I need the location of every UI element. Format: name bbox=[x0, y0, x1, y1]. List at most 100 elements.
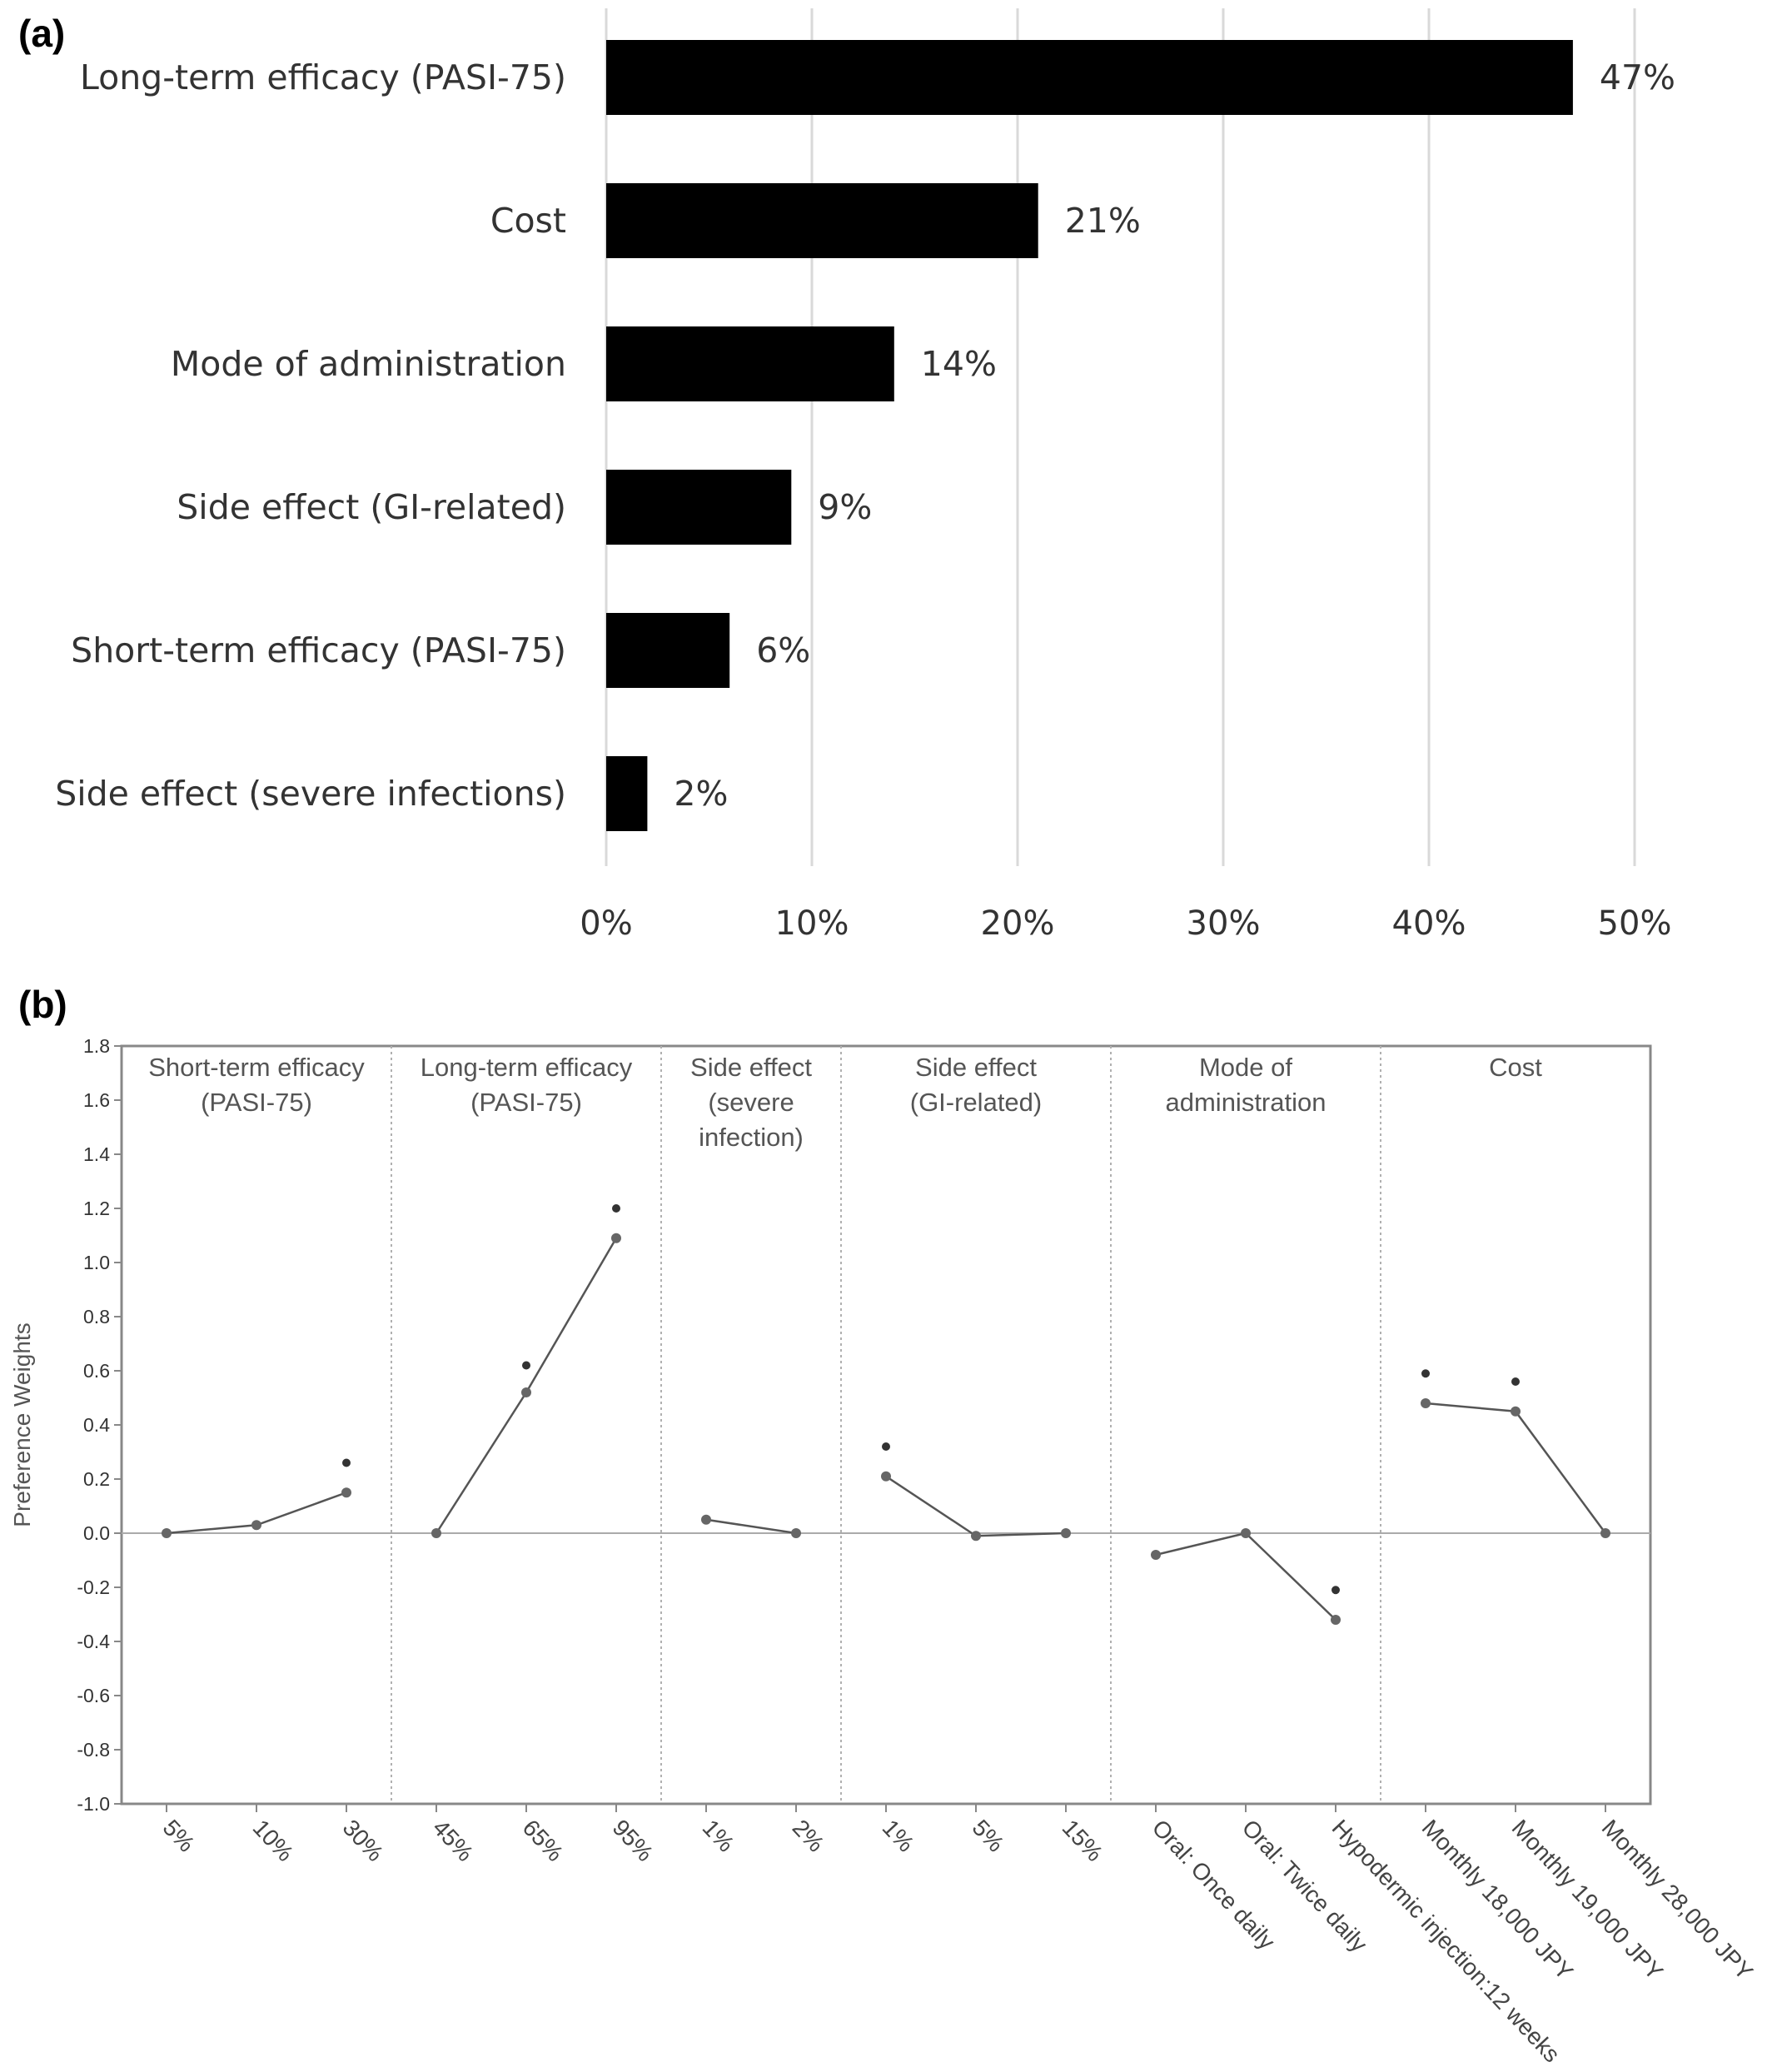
x-tick-label-b: 5% bbox=[158, 1815, 200, 1857]
data-point-b bbox=[162, 1528, 172, 1538]
series-line-b bbox=[1155, 1532, 1336, 1621]
attribute-title-b: Side effect bbox=[690, 1053, 812, 1082]
data-point-b bbox=[971, 1531, 981, 1542]
data-point-b bbox=[1331, 1615, 1341, 1625]
attribute-title-b: infection) bbox=[699, 1123, 804, 1152]
data-label-a: 2% bbox=[674, 774, 728, 814]
significance-marker-b bbox=[612, 1204, 620, 1213]
x-tick-label-b: Monthly 28,000 JPY bbox=[1597, 1815, 1759, 1985]
y-tick-label-b: 1.4 bbox=[83, 1143, 110, 1165]
attribute-title-b: Side effect bbox=[915, 1053, 1037, 1082]
bar-a bbox=[606, 326, 894, 401]
series-line-b bbox=[705, 1518, 797, 1535]
attribute-title-b: (PASI-75) bbox=[201, 1088, 312, 1117]
bar-chart-a: 0% 10% 20% 30% 40% 50% Long-term efficacy (PAS… bbox=[55, 8, 1675, 943]
y-tick-label-b: 1.2 bbox=[83, 1198, 110, 1219]
y-tick-label-b: 0.6 bbox=[83, 1360, 110, 1382]
panel-label-a: (a) bbox=[18, 12, 65, 55]
x-tick-label-a: 50% bbox=[1598, 904, 1672, 943]
bar-a bbox=[606, 183, 1038, 258]
series-line-b bbox=[435, 1238, 618, 1534]
x-tick-label-b: Monthly 18,000 JPY bbox=[1417, 1815, 1579, 1985]
x-tick-label-b: 95% bbox=[608, 1815, 659, 1866]
category-label-a: Mode of administration bbox=[171, 344, 566, 384]
y-tick-label-b: 1.0 bbox=[83, 1252, 110, 1273]
x-tick-label-a: 20% bbox=[981, 904, 1055, 943]
data-point-b bbox=[1151, 1550, 1161, 1560]
attribute-title-b: (severe bbox=[708, 1088, 794, 1117]
data-point-b bbox=[521, 1387, 531, 1397]
attribute-title-b: Short-term efficacy bbox=[148, 1053, 365, 1082]
x-tick-label-a: 30% bbox=[1187, 904, 1261, 943]
category-label-a: Side effect (GI-related) bbox=[177, 487, 566, 527]
category-label-a: Side effect (severe infections) bbox=[55, 774, 566, 814]
y-tick-label-b: 0.8 bbox=[83, 1306, 110, 1327]
bar-a bbox=[606, 613, 730, 688]
y-tick-label-b: 0.4 bbox=[83, 1414, 110, 1436]
panel-label-b: (b) bbox=[18, 983, 67, 1026]
x-tick-label-b: 65% bbox=[518, 1815, 569, 1866]
category-label-a: Cost bbox=[490, 201, 566, 241]
bar-a bbox=[606, 756, 648, 831]
data-point-b bbox=[611, 1233, 621, 1243]
y-tick-label-b: 1.6 bbox=[83, 1089, 110, 1111]
attribute-title-b: Mode of bbox=[1199, 1053, 1292, 1082]
series-line-b bbox=[1425, 1402, 1607, 1534]
y-tick-label-b: 0.0 bbox=[83, 1522, 110, 1544]
x-tick-label-b: 45% bbox=[428, 1815, 479, 1866]
data-point-b bbox=[881, 1471, 891, 1482]
data-point-b bbox=[1421, 1398, 1431, 1408]
data-point-b bbox=[251, 1520, 261, 1531]
attribute-title-b: administration bbox=[1166, 1088, 1327, 1117]
attribute-title-b: (GI-related) bbox=[910, 1088, 1042, 1117]
y-tick-label-b: -0.8 bbox=[77, 1739, 110, 1761]
data-point-b bbox=[1511, 1406, 1521, 1417]
x-tick-label-b: 1% bbox=[878, 1815, 919, 1857]
data-label-a: 47% bbox=[1600, 57, 1675, 97]
significance-marker-b bbox=[522, 1361, 530, 1370]
y-tick-label-b: -0.2 bbox=[77, 1576, 110, 1598]
attribute-title-b: (PASI-75) bbox=[470, 1088, 582, 1117]
data-label-a: 14% bbox=[921, 344, 997, 384]
data-label-a: 21% bbox=[1065, 201, 1141, 241]
bar-a bbox=[606, 40, 1573, 115]
plot-frame-b bbox=[120, 1044, 1652, 1806]
y-tick-label-b: -0.6 bbox=[77, 1685, 110, 1706]
x-tick-label-b: 5% bbox=[968, 1815, 1009, 1857]
attribute-title-b: Cost bbox=[1489, 1053, 1542, 1082]
x-tick-label-a: 0% bbox=[580, 904, 632, 943]
significance-marker-b bbox=[1421, 1369, 1430, 1378]
data-point-b bbox=[701, 1514, 711, 1525]
category-label-a: Long-term efficacy (PASI-75) bbox=[80, 57, 566, 97]
bar-a bbox=[606, 470, 792, 545]
significance-marker-b bbox=[882, 1442, 890, 1451]
y-tick-label-b: -0.4 bbox=[77, 1631, 110, 1652]
attribute-title-b: Long-term efficacy bbox=[421, 1053, 633, 1082]
x-tick-label-b: 2% bbox=[788, 1815, 829, 1857]
x-tick-label-a: 10% bbox=[775, 904, 849, 943]
category-label-a: Short-term efficacy (PASI-75) bbox=[71, 630, 566, 670]
x-tick-label-b: 10% bbox=[248, 1815, 299, 1866]
x-tick-label-b: 15% bbox=[1058, 1815, 1108, 1866]
y-tick-label-b: 0.2 bbox=[83, 1468, 110, 1490]
x-tick-label-b: 1% bbox=[698, 1815, 739, 1857]
data-point-b bbox=[1241, 1528, 1251, 1538]
data-point-b bbox=[431, 1528, 441, 1538]
data-label-a: 6% bbox=[756, 630, 810, 670]
significance-marker-b bbox=[1331, 1586, 1340, 1595]
data-point-b bbox=[791, 1528, 801, 1538]
data-point-b bbox=[341, 1487, 351, 1498]
y-tick-label-b: 1.8 bbox=[83, 1035, 110, 1057]
data-point-b bbox=[1600, 1528, 1610, 1538]
x-tick-label-a: 40% bbox=[1392, 904, 1466, 943]
significance-marker-b bbox=[1511, 1377, 1520, 1386]
y-tick-label-b: -1.0 bbox=[77, 1793, 110, 1815]
x-tick-label-b: 30% bbox=[338, 1815, 389, 1866]
significance-marker-b bbox=[342, 1458, 351, 1467]
line-chart-b: 1.8 1.6 1.4 1.2 1.0 0.8 0.6 0.4 0.2 0.0 -0.2 -0.4 -0… bbox=[9, 1035, 1758, 2067]
series-line-b bbox=[885, 1475, 1067, 1537]
data-point-b bbox=[1061, 1528, 1071, 1538]
x-tick-label-b: Monthly 19,000 JPY bbox=[1507, 1815, 1669, 1985]
y-axis-title-b: Preference Weights bbox=[9, 1322, 35, 1527]
